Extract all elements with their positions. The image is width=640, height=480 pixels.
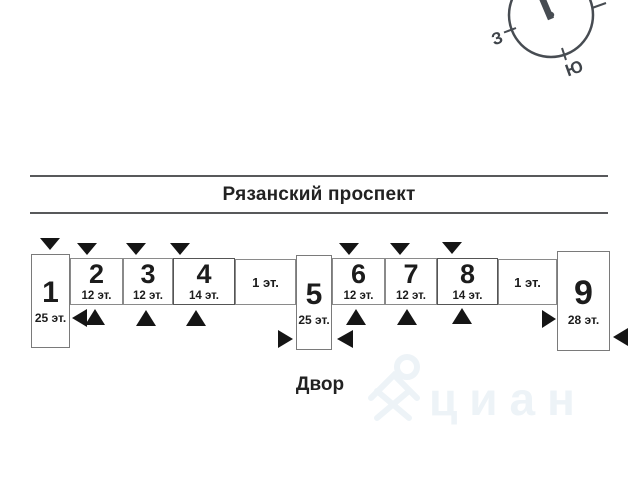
building-1: 1 25 эт. (31, 254, 70, 348)
building-number: 9 (574, 274, 593, 312)
entrance-arrow-icon (186, 310, 206, 326)
watermark: циан (363, 352, 633, 424)
building-floors: 12 эт. (132, 289, 163, 302)
building-floors: 14 эт. (452, 289, 483, 302)
low-block-label: 1 эт. (252, 274, 279, 290)
building-floors: 12 эт. (343, 289, 374, 302)
street-top-line (30, 175, 608, 177)
street-bottom-line (30, 212, 608, 214)
building-floors: 25 эт. (34, 311, 67, 325)
entrance-arrow-icon (77, 243, 97, 255)
street-name: Рязанский проспект (222, 184, 416, 205)
building-floors: 12 эт. (395, 289, 426, 302)
building-number: 4 (196, 258, 212, 289)
building-number: 7 (403, 258, 419, 289)
compass-tick-west (503, 27, 517, 34)
building-floors: 25 эт. (298, 312, 330, 327)
building-number: 5 (305, 277, 323, 311)
entrance-arrow-icon (542, 310, 556, 328)
low-rise-block-1: 1 эт. (235, 259, 296, 305)
building-6: 6 12 эт. (332, 258, 385, 305)
compass-tick-east (591, 2, 607, 9)
entrance-arrow-icon (346, 309, 366, 325)
watermark-text: циан (429, 373, 587, 425)
compass-circle (507, 0, 595, 59)
building-floors: 12 эт. (81, 289, 112, 302)
building-floors: 28 эт. (567, 313, 600, 327)
compass-south-label: Ю (563, 57, 586, 81)
building-8: 8 14 эт. (437, 258, 498, 305)
building-floors: 14 эт. (188, 289, 219, 302)
compass-icon: З Ю (489, 0, 607, 81)
entrance-arrow-icon (337, 330, 353, 348)
compass-west-label: З (489, 28, 506, 49)
compass-tick-south (561, 47, 567, 61)
entrance-arrow-icon (85, 309, 105, 325)
entrance-arrow-icon (72, 309, 87, 327)
low-rise-block-2: 1 эт. (498, 259, 557, 305)
courtyard-label: Двор (295, 374, 345, 395)
building-4: 4 14 эт. (173, 258, 235, 305)
low-block-label: 1 эт. (514, 274, 541, 290)
building-5: 5 25 эт. (296, 255, 332, 350)
building-number: 2 (88, 258, 105, 289)
building-3: 3 12 эт. (123, 258, 173, 305)
compass-needle-icon (539, 0, 554, 21)
entrance-arrow-icon (390, 243, 410, 255)
building-number: 8 (459, 258, 476, 289)
building-number: 1 (42, 276, 59, 309)
building-number: 6 (350, 258, 367, 289)
building-number: 3 (140, 258, 156, 289)
building-7: 7 12 эт. (385, 258, 437, 305)
entrance-arrow-icon (136, 310, 156, 326)
entrance-arrow-icon (170, 243, 190, 255)
house-icon (368, 354, 420, 421)
entrance-arrow-icon (442, 242, 462, 254)
entrance-arrow-icon (452, 308, 472, 324)
entrance-arrow-icon (278, 330, 293, 348)
building-2: 2 12 эт. (70, 258, 123, 305)
building-9: 9 28 эт. (557, 251, 610, 351)
entrance-arrow-icon (339, 243, 359, 255)
entrance-arrow-icon (126, 243, 146, 255)
entrance-arrow-icon (613, 328, 628, 346)
entrance-arrow-icon (397, 309, 417, 325)
entrance-arrow-icon (40, 238, 60, 250)
